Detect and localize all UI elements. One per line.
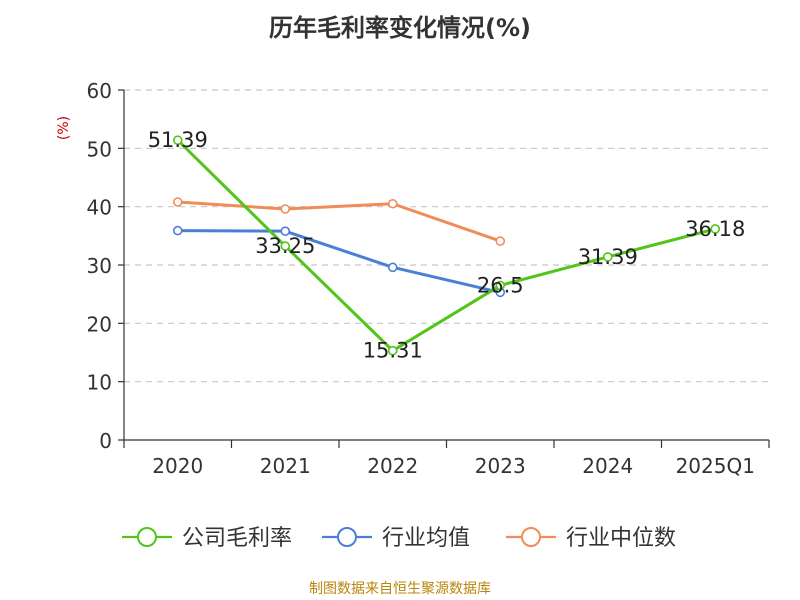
data-point[interactable] — [387, 262, 398, 273]
data-point[interactable] — [710, 224, 721, 234]
x-tick-label: 2020 — [152, 454, 203, 478]
legend: 公司毛利率 行业均值 行业中位数 — [122, 526, 676, 551]
data-point[interactable] — [172, 225, 183, 236]
data-point[interactable] — [280, 204, 291, 214]
x-tick-label: 2023 — [475, 454, 526, 478]
legend-label: 公司毛利率 — [182, 526, 292, 551]
series-line-2 — [177, 200, 501, 243]
data-point[interactable] — [280, 226, 291, 236]
data-labels: 51.39 33.25 15.31 26.5 31.39 36.18 — [148, 128, 746, 362]
data-point[interactable] — [602, 252, 613, 262]
legend-label: 行业均值 — [382, 526, 470, 551]
legend-label: 行业中位数 — [566, 526, 676, 551]
data-label: 31.39 — [578, 245, 638, 269]
data-label: 36.18 — [685, 217, 745, 241]
series-line-0 — [176, 139, 716, 353]
y-tick-label: 60 — [87, 79, 112, 103]
legend-item-1[interactable]: 行业均值 — [322, 526, 470, 551]
series-line-1 — [177, 229, 501, 294]
y-tick-label: 30 — [87, 254, 112, 278]
legend-item-0[interactable]: 公司毛利率 — [122, 526, 292, 551]
x-tick-label: 2021 — [260, 454, 311, 478]
legend-marker — [137, 527, 157, 547]
x-tick-label: 2022 — [367, 454, 418, 478]
data-point[interactable] — [387, 345, 398, 356]
axes: 0 10 20 30 40 50 60 2020 2021 2022 2023 2024 2025Q1 (… — [56, 79, 770, 478]
y-tick-label: 50 — [87, 137, 112, 161]
chart-title: 历年毛利率变化情况(%) — [269, 14, 531, 42]
data-label: 15.31 — [363, 339, 423, 363]
data-label: 33.25 — [255, 234, 315, 258]
x-tick-label: 2025Q1 — [676, 454, 755, 478]
grid-lines — [124, 89, 769, 383]
data-point[interactable] — [387, 198, 398, 209]
legend-marker — [337, 527, 357, 547]
source-note: 制图数据来自恒生聚源数据库 — [309, 581, 491, 597]
y-tick-label: 0 — [99, 429, 112, 453]
data-point[interactable] — [172, 135, 183, 146]
series-lines — [172, 135, 721, 356]
y-tick-label: 20 — [87, 312, 112, 336]
y-tick-label: 10 — [87, 371, 112, 395]
legend-marker — [521, 527, 541, 547]
x-tick-label: 2024 — [582, 454, 633, 478]
data-point[interactable] — [172, 197, 183, 207]
data-point[interactable] — [495, 236, 506, 246]
data-point[interactable] — [495, 280, 506, 291]
data-point[interactable] — [280, 241, 291, 251]
y-axis-label: (%) — [56, 116, 72, 140]
y-tick-label: 40 — [87, 196, 112, 220]
legend-item-2[interactable]: 行业中位数 — [506, 526, 676, 551]
data-label: 26.5 — [477, 273, 524, 297]
data-label: 51.39 — [148, 128, 208, 152]
